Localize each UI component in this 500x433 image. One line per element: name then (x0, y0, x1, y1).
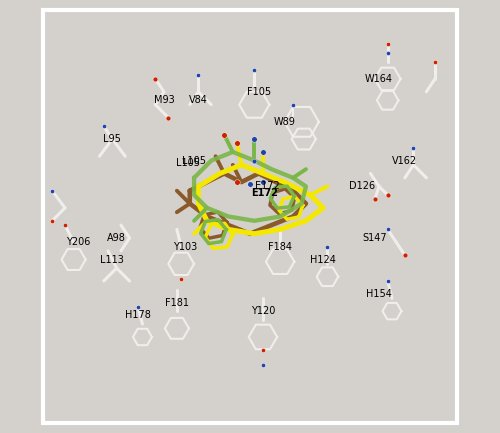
Text: Y206: Y206 (66, 237, 90, 247)
Text: D126: D126 (349, 181, 375, 191)
Text: E172: E172 (255, 181, 280, 191)
Text: L105: L105 (182, 155, 206, 165)
Text: Y103: Y103 (174, 242, 198, 252)
Text: H154: H154 (366, 289, 392, 299)
FancyBboxPatch shape (44, 10, 457, 423)
Text: V84: V84 (189, 95, 208, 105)
Text: F184: F184 (268, 242, 292, 252)
Text: F105: F105 (246, 87, 270, 97)
Text: F181: F181 (165, 297, 189, 307)
Text: H124: H124 (310, 255, 336, 265)
Text: M93: M93 (154, 95, 174, 105)
Text: S147: S147 (362, 233, 387, 243)
Text: W164: W164 (365, 74, 393, 84)
Text: L113: L113 (100, 255, 124, 265)
Text: L105: L105 (176, 158, 200, 168)
Text: E172: E172 (252, 188, 278, 198)
Text: H178: H178 (125, 310, 151, 320)
Text: A98: A98 (107, 233, 126, 243)
Text: L95: L95 (104, 134, 122, 144)
Text: Y120: Y120 (250, 306, 275, 316)
Text: W89: W89 (274, 117, 295, 127)
Text: V162: V162 (392, 155, 417, 165)
